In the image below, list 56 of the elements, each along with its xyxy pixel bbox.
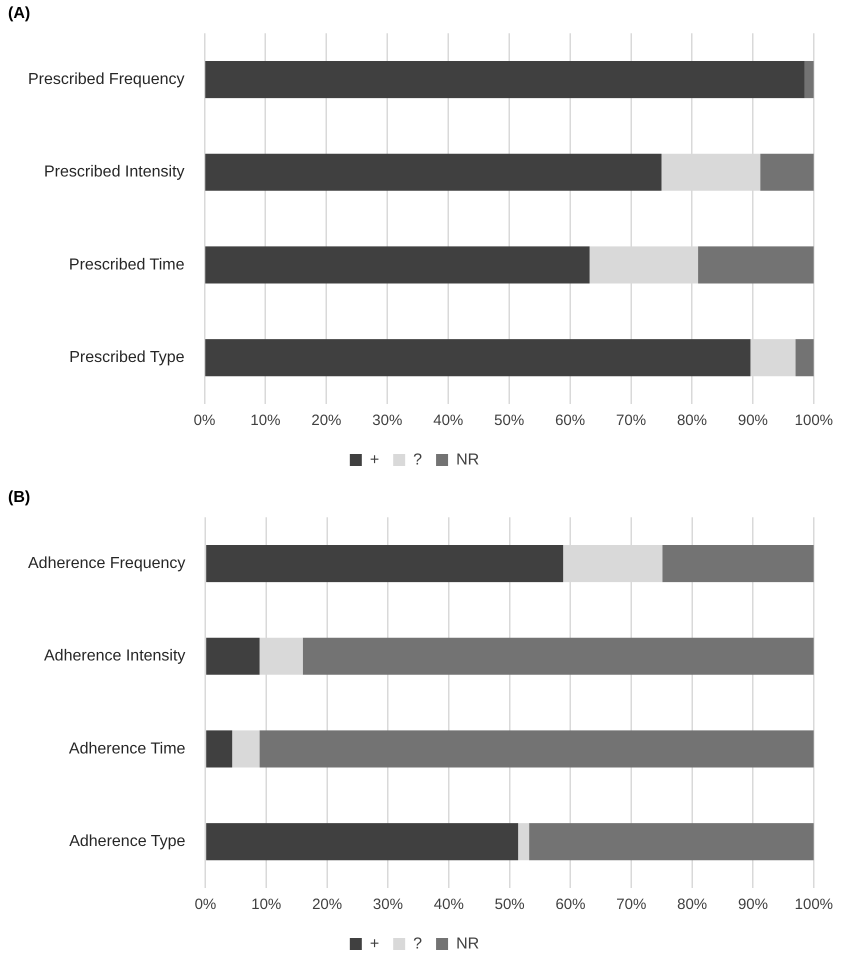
y-tick-label: Adherence Type [69, 833, 186, 850]
bar [206, 823, 518, 860]
bar [518, 823, 530, 860]
bar [796, 339, 814, 376]
bar [529, 823, 814, 860]
x-tick-label: 40% [434, 896, 464, 914]
bar [804, 61, 814, 98]
x-tick-label: 30% [372, 896, 403, 914]
x-tick-label: 0% [194, 896, 216, 914]
legend-label: + [370, 451, 380, 468]
bar [206, 730, 232, 768]
bar [698, 246, 814, 284]
x-tick-label: 70% [616, 896, 646, 914]
x-tick-label: 70% [616, 412, 646, 430]
bar [260, 730, 814, 768]
bar [760, 154, 814, 191]
x-tick-label: 60% [555, 896, 586, 914]
x-tick-label: 10% [251, 896, 282, 914]
x-tick-label: 100% [794, 412, 834, 430]
bar [205, 154, 662, 191]
text: (B) [8, 489, 30, 506]
x-tick-label: 90% [738, 412, 768, 430]
x-tick-label: 80% [677, 896, 708, 914]
bar [206, 638, 260, 675]
y-tick-label: Prescribed Frequency [28, 70, 185, 88]
x-tick-label: 100% [794, 896, 834, 914]
x-tick-label: 80% [676, 412, 707, 430]
x-tick-label: 20% [311, 412, 342, 430]
y-tick-label: Adherence Intensity [44, 648, 186, 665]
x-tick-label: 40% [433, 412, 464, 430]
x-tick-label: 30% [372, 412, 402, 430]
legend-label: NR [456, 451, 480, 468]
bar [302, 638, 814, 675]
bar [205, 339, 750, 376]
legend-label: + [370, 935, 380, 952]
bar [232, 730, 260, 768]
text: (A) [8, 5, 30, 22]
bar [206, 545, 564, 582]
x-tick-label: 50% [494, 412, 524, 430]
legend-label: ? [413, 935, 422, 952]
x-tick-label: 50% [494, 896, 525, 914]
x-tick-label: 90% [738, 896, 768, 914]
y-tick-label: Prescribed Intensity [44, 164, 185, 181]
x-tick-label: 60% [555, 412, 586, 430]
x-tick-label: 0% [194, 412, 216, 430]
y-tick-label: Prescribed Type [69, 349, 185, 366]
bar [662, 545, 814, 582]
y-tick-label: Adherence Time [68, 740, 186, 758]
bar [205, 61, 805, 98]
x-tick-label: 10% [250, 412, 280, 430]
x-tick-label: 20% [312, 896, 342, 914]
y-tick-label: Adherence Frequency [28, 554, 186, 572]
legend-label: NR [456, 935, 480, 952]
legend-label: ? [413, 451, 422, 468]
y-tick-label: Prescribed Time [68, 256, 185, 274]
bar [205, 246, 590, 284]
